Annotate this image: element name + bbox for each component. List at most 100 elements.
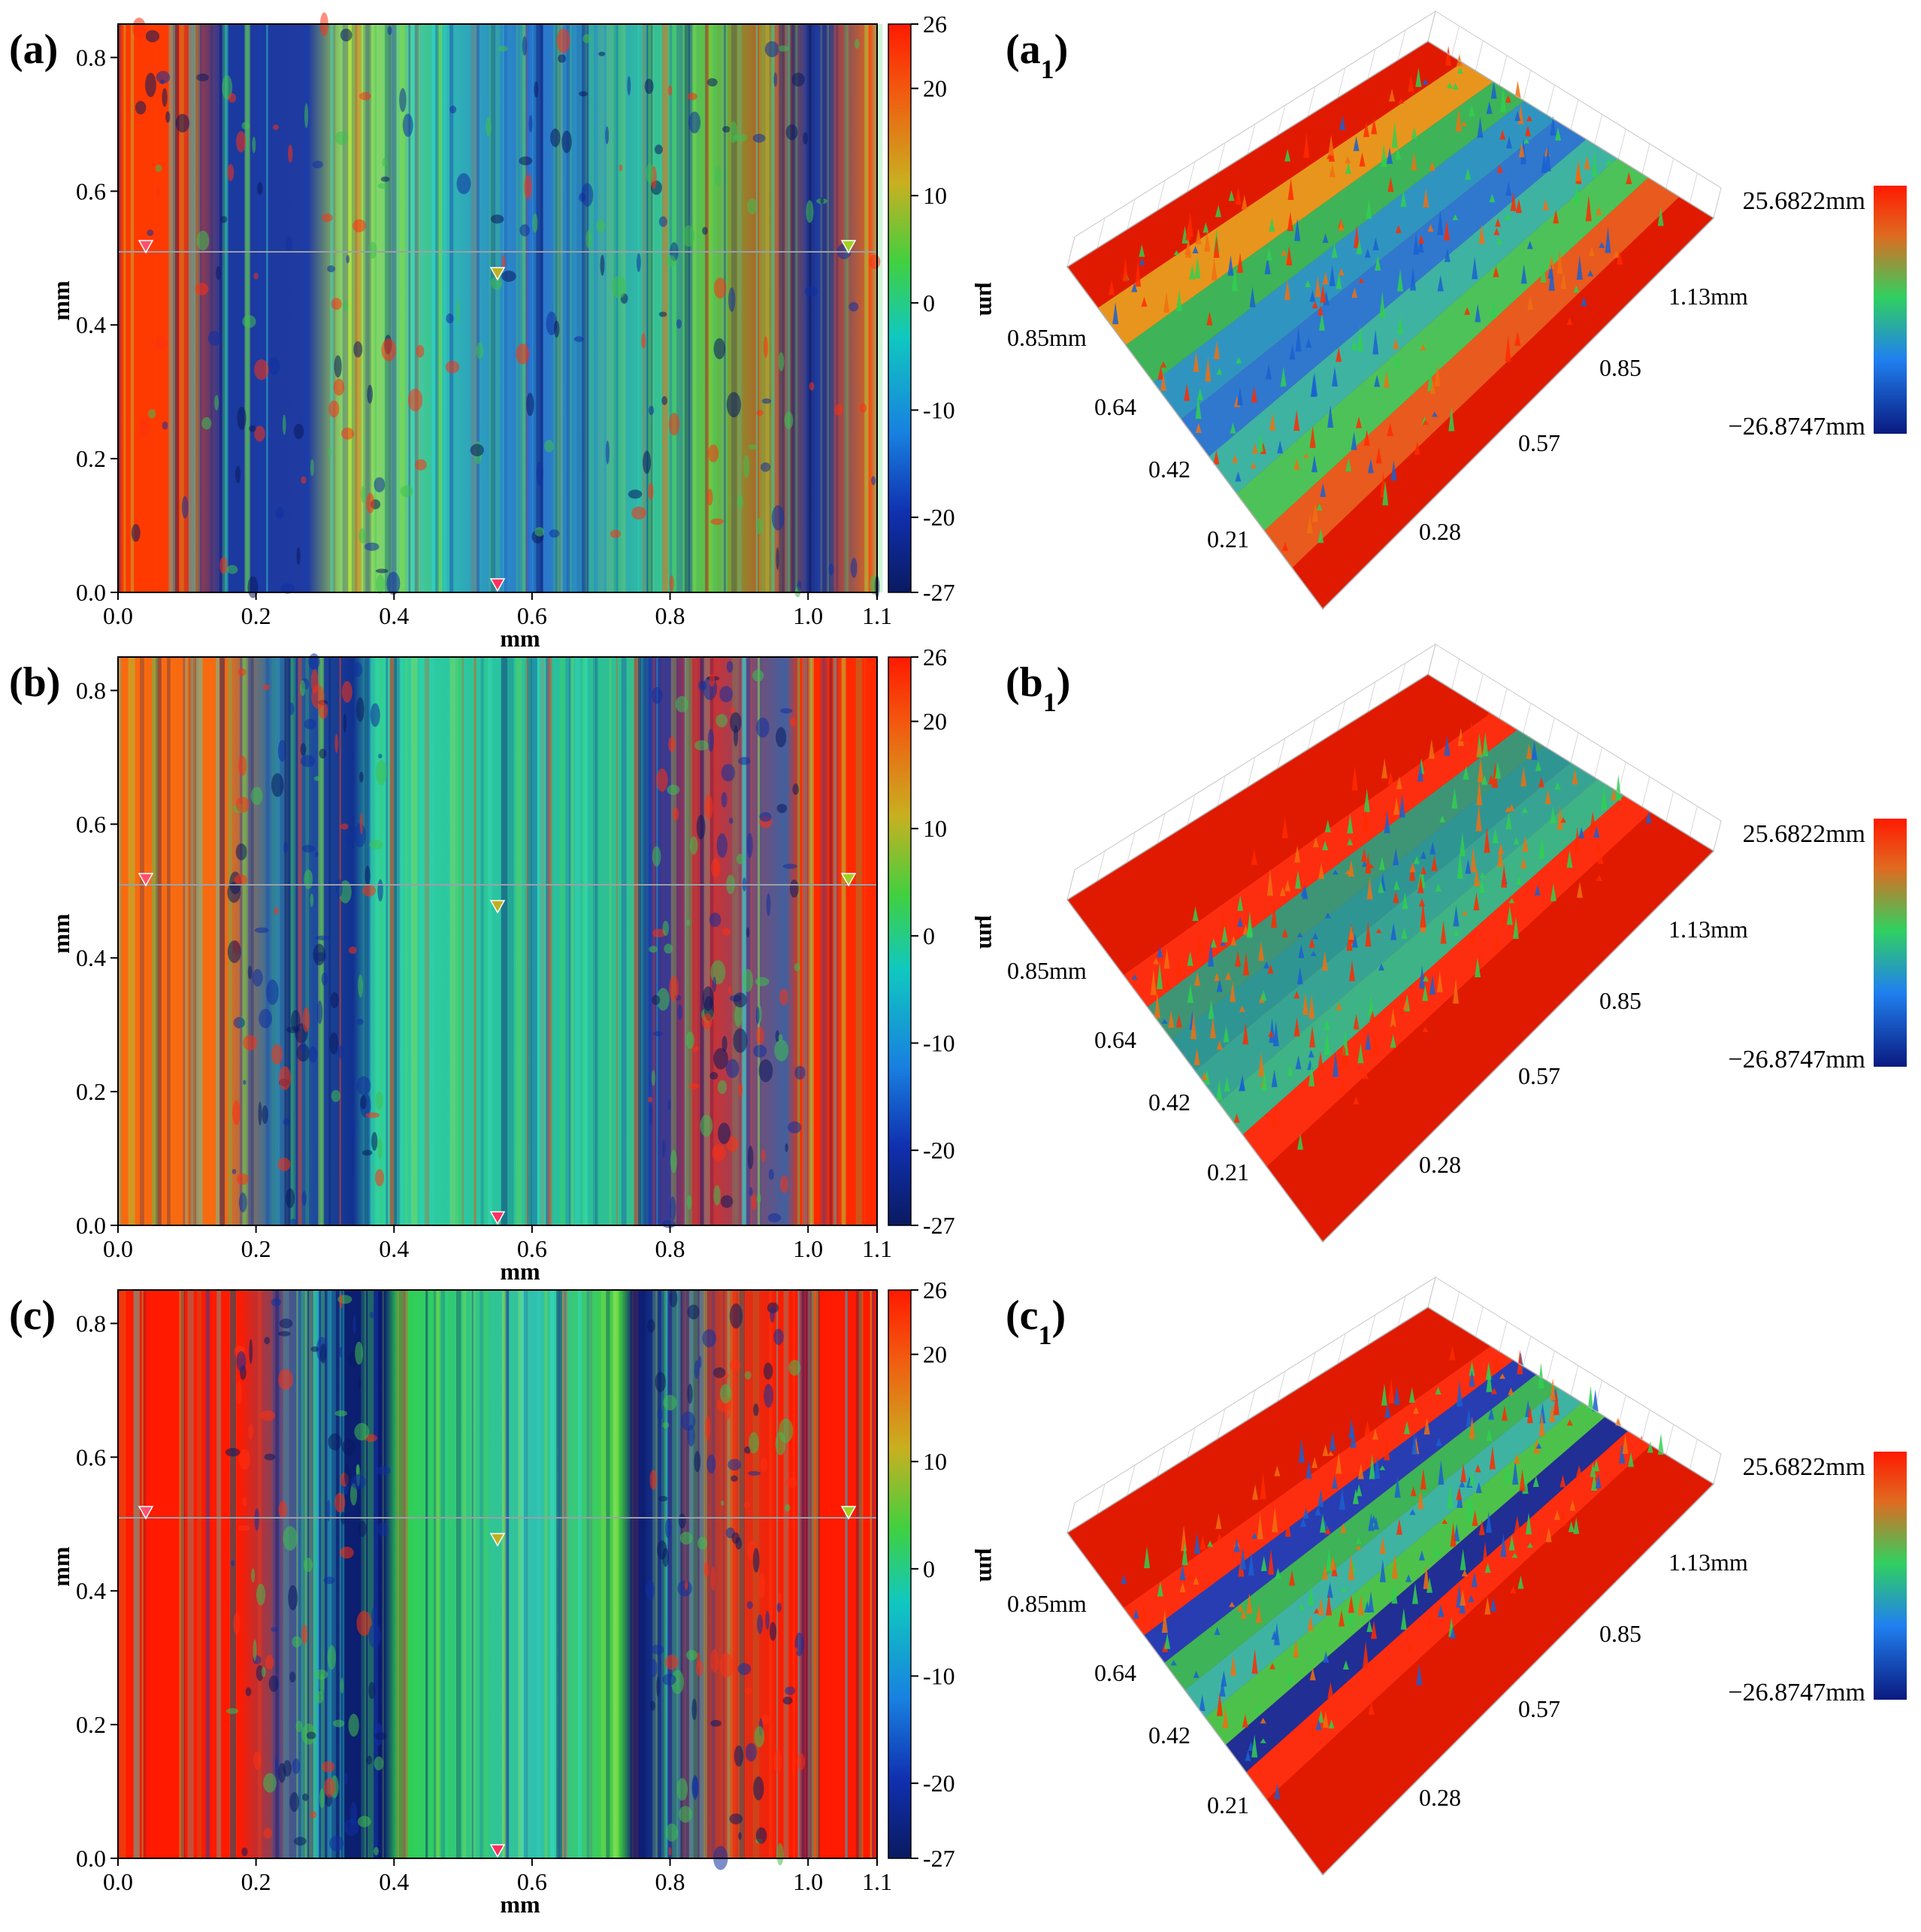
x-tick-label: 1.1	[862, 602, 892, 629]
x-tick-label: 0.4	[379, 602, 409, 629]
y-axis-label: mm	[47, 280, 74, 321]
width-tick-label: 0.42	[1148, 456, 1190, 483]
colorbar-tick-label: -10	[923, 397, 955, 424]
colorbar-tick-label: -20	[923, 1137, 955, 1164]
x-axis-label: mm	[500, 625, 540, 652]
width-tick-label: 0.64	[1094, 1659, 1136, 1686]
colorbar-tick-label: 10	[923, 1448, 947, 1475]
panel-c: (c) 0.0 0.2 0.4 0.6 0.8 1.0 1.1 mm 0.0 0.2 0.4 0.6 0.…	[9, 1276, 1907, 1918]
y-tick-label: 0.8	[76, 677, 106, 704]
colorbar-3d-max: 25.6822mm	[1743, 187, 1865, 215]
width-tick-label: 0.21	[1207, 1158, 1249, 1186]
surface-3d	[1066, 1276, 1722, 1876]
width-axis-label: 0.85mm	[1007, 957, 1087, 984]
x-tick-label: 0.0	[103, 602, 133, 629]
length-tick-label: 0.28	[1419, 1151, 1461, 1178]
height-map	[118, 653, 877, 1228]
y-tick-label: 0.4	[76, 311, 106, 338]
x-tick-label: 0.8	[655, 1235, 685, 1262]
length-tick-label: 0.57	[1518, 1695, 1560, 1722]
x-tick-label: 1.0	[793, 1235, 823, 1262]
width-tick-label: 0.64	[1094, 1026, 1136, 1053]
y-axis-label: mm	[47, 913, 74, 954]
colorbar	[888, 23, 912, 593]
colorbar-tick-label: 26	[923, 1276, 947, 1304]
colorbar-tick-label: 0	[923, 1555, 935, 1582]
y-tick-label: 0.8	[76, 1310, 106, 1337]
x-tick-label: 0.2	[241, 1868, 271, 1895]
x-tick-label: 1.0	[793, 1868, 823, 1895]
x-tick-label: 0.6	[517, 1235, 547, 1262]
colorbar-tick-label: 26	[923, 11, 947, 38]
width-tick-label: 0.64	[1094, 393, 1136, 420]
colorbar-tick-label: -27	[923, 1845, 955, 1872]
colorbar-tick-label: 10	[923, 815, 947, 842]
colorbar-tick-label: 26	[923, 643, 947, 671]
colorbar-tick-label: 0	[923, 922, 935, 949]
length-tick-label: 0.57	[1518, 429, 1560, 456]
colorbar-3d-min: −26.8747mm	[1728, 413, 1865, 441]
colorbar-tick-label: 20	[923, 708, 947, 735]
colorbar-3d-min: −26.8747mm	[1728, 1679, 1865, 1706]
panel-3d-label: (c1)	[1006, 1292, 1066, 1350]
panel-b: (b) 0.0 0.2 0.4 0.6 0.8 1.0 1.1 mm 0.0 0.2 0.4 0.6 0.…	[9, 643, 1907, 1285]
panel-a: (a) 0.0 0.2 0.4 0.6 0.8 1.0 1.1 mm 0.0 0.2 0.4 0.6 0.…	[9, 10, 1907, 652]
y-tick-label: 0.6	[76, 1443, 106, 1470]
colorbar	[888, 1289, 912, 1859]
length-tick-label: 0.85	[1599, 987, 1641, 1014]
height-map	[118, 1289, 877, 1870]
y-tick-label: 0.2	[76, 1078, 106, 1105]
colorbar-tick-label: -10	[923, 1663, 955, 1690]
x-tick-label: 1.1	[862, 1235, 892, 1262]
colorbar-3d-max: 25.6822mm	[1743, 820, 1865, 848]
width-axis-label: 0.85mm	[1007, 1590, 1087, 1617]
width-axis-label: 0.85mm	[1007, 324, 1087, 351]
length-tick-label: 0.57	[1518, 1062, 1560, 1089]
colorbar-unit-label: μm	[975, 283, 1002, 316]
colorbar-tick-label: -10	[923, 1030, 955, 1057]
panel-label: (c)	[9, 1292, 56, 1339]
x-tick-label: 1.1	[862, 1868, 892, 1895]
map-frame	[117, 656, 878, 1226]
colorbar-3d-min: −26.8747mm	[1728, 1046, 1865, 1074]
y-tick-label: 0.2	[76, 1711, 106, 1738]
colorbar-tick-label: -20	[923, 1770, 955, 1797]
y-tick-label: 0.4	[76, 1577, 106, 1604]
y-tick-label: 0.0	[76, 1212, 106, 1239]
height-map	[118, 12, 883, 598]
y-tick-label: 0.6	[76, 177, 106, 204]
x-tick-label: 0.2	[241, 602, 271, 629]
x-tick-label: 1.0	[793, 602, 823, 629]
colorbar-tick-label: -27	[923, 579, 955, 606]
length-axis-label: 1.13mm	[1668, 1549, 1748, 1576]
panel-label: (a)	[9, 26, 58, 73]
colorbar-3d	[1874, 819, 1907, 1067]
colorbar-3d	[1874, 186, 1907, 434]
x-tick-label: 0.4	[379, 1868, 409, 1895]
surface-3d	[1066, 643, 1722, 1243]
width-tick-label: 0.21	[1207, 525, 1249, 553]
y-tick-label: 0.0	[76, 1845, 106, 1872]
x-axis-label: mm	[500, 1258, 540, 1285]
x-tick-label: 0.4	[379, 1235, 409, 1262]
colorbar-tick-label: 20	[923, 1341, 947, 1368]
panel-label: (b)	[9, 659, 60, 706]
length-tick-label: 0.28	[1419, 1784, 1461, 1811]
colorbar-unit-label: μm	[975, 1549, 1002, 1582]
length-axis-label: 1.13mm	[1668, 283, 1748, 310]
length-tick-label: 0.28	[1419, 518, 1461, 545]
colorbar-unit-label: μm	[975, 916, 1002, 949]
colorbar-3d	[1874, 1452, 1907, 1700]
panel-3d-label: (a1)	[1006, 26, 1068, 84]
width-tick-label: 0.42	[1148, 1722, 1190, 1749]
x-axis-label: mm	[500, 1891, 540, 1918]
x-tick-label: 0.0	[103, 1235, 133, 1262]
x-tick-label: 0.0	[103, 1868, 133, 1895]
map-frame	[117, 23, 878, 593]
x-tick-label: 0.6	[517, 602, 547, 629]
colorbar	[888, 656, 912, 1226]
y-tick-label: 0.6	[76, 810, 106, 837]
length-tick-label: 0.85	[1599, 1620, 1641, 1647]
length-axis-label: 1.13mm	[1668, 916, 1748, 943]
